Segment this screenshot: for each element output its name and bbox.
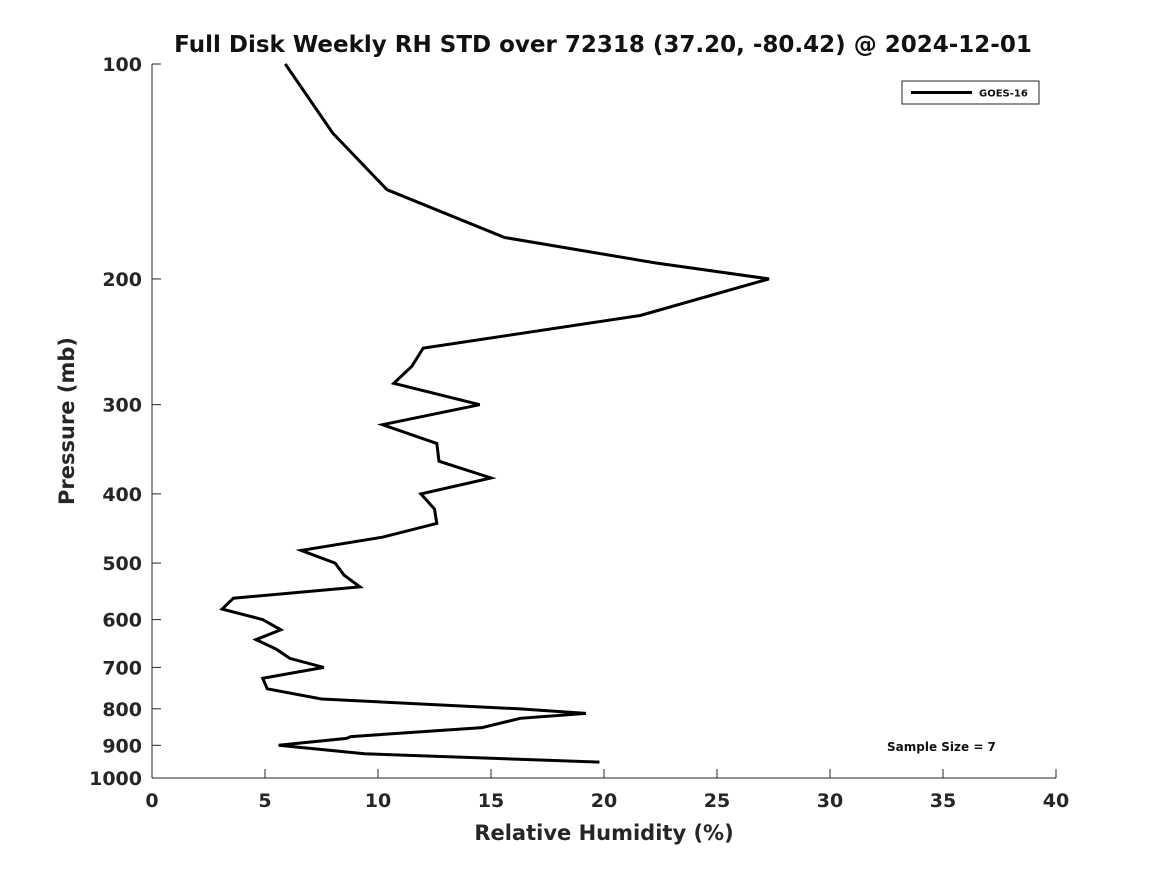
y-tick-label: 400 xyxy=(102,484,142,506)
x-tick-label: 25 xyxy=(704,790,730,812)
legend-entry-goes-16: GOES-16 xyxy=(979,89,1028,100)
y-axis-label: Pressure (mb) xyxy=(55,337,79,505)
y-tick-label: 900 xyxy=(102,735,142,757)
y-tick-label: 200 xyxy=(102,269,142,291)
x-tick-label: 10 xyxy=(365,790,391,812)
x-tick-label: 30 xyxy=(817,790,843,812)
y-tick-label: 500 xyxy=(102,553,142,575)
y-tick-label: 800 xyxy=(102,699,142,721)
x-axis-ticks: 0 5 10 15 20 25 30 35 40 xyxy=(145,769,1069,812)
plot-area xyxy=(152,64,1056,778)
legend: GOES-16 xyxy=(901,80,1040,105)
y-tick-label: 100 xyxy=(102,54,142,76)
x-tick-label: 40 xyxy=(1043,790,1069,812)
x-tick-label: 20 xyxy=(591,790,617,812)
y-axis-ticks: 100 200 300 400 500 600 700 800 900 1000 xyxy=(89,54,161,790)
x-tick-label: 35 xyxy=(930,790,956,812)
series-line-goes-16 xyxy=(219,63,770,764)
chart-title: Full Disk Weekly RH STD over 72318 (37.2… xyxy=(174,32,1032,58)
x-tick-label: 0 xyxy=(145,790,158,812)
y-tick-label: 700 xyxy=(102,657,142,679)
y-tick-label: 300 xyxy=(102,395,142,417)
sample-size-annotation: Sample Size = 7 xyxy=(887,740,996,754)
x-tick-label: 15 xyxy=(478,790,504,812)
y-tick-label: 600 xyxy=(102,610,142,632)
x-tick-label: 5 xyxy=(258,790,271,812)
series-group xyxy=(219,63,770,764)
y-tick-label: 1000 xyxy=(89,768,142,790)
x-axis-label: Relative Humidity (%) xyxy=(474,821,733,845)
